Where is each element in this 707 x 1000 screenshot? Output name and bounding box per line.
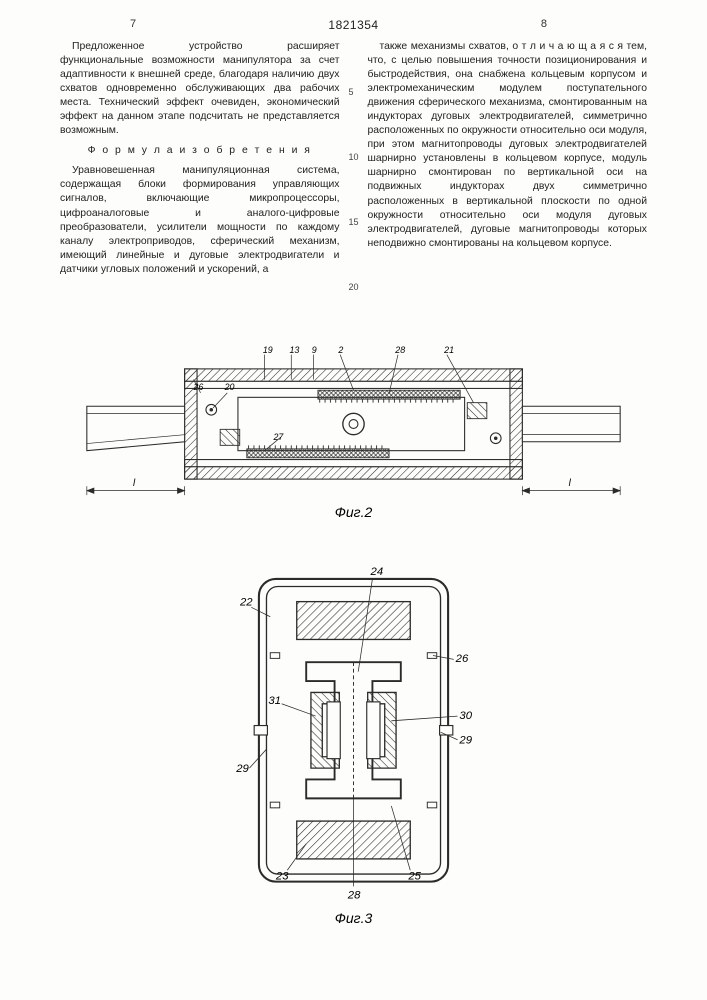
svg-text:21: 21 (443, 345, 454, 355)
formula-title: Ф о р м у л а и з о б р е т е н и я (60, 144, 340, 158)
col-right-para: также механизмы схватов, о т л и ч а ю щ… (368, 40, 648, 251)
page-number-left: 7 (130, 18, 136, 30)
line-marker: 15 (348, 218, 358, 227)
svg-text:9: 9 (312, 345, 317, 355)
svg-text:26: 26 (193, 382, 204, 392)
column-left: Предложенное устройство расширяет функци… (60, 40, 340, 283)
svg-text:27: 27 (273, 432, 285, 442)
fig3-label: Фиг.3 (50, 910, 657, 926)
col-left-para: Уравновешенная манипуляционная система, … (60, 164, 340, 276)
svg-text:l: l (569, 478, 572, 489)
svg-text:25: 25 (407, 871, 421, 883)
svg-text:29: 29 (458, 735, 472, 747)
svg-text:l: l (133, 478, 136, 489)
page-number-right: 8 (541, 18, 547, 30)
svg-text:23: 23 (275, 871, 289, 883)
svg-text:28: 28 (394, 345, 405, 355)
line-marker: 10 (348, 153, 358, 162)
line-marker: 5 (348, 88, 358, 97)
column-right: также механизмы схватов, о т л и ч а ю щ… (368, 40, 648, 283)
patent-page: 7 1821354 8 Предложенное устройство расш… (0, 0, 707, 1000)
svg-text:19: 19 (263, 345, 273, 355)
svg-text:2: 2 (337, 345, 343, 355)
svg-text:29: 29 (235, 763, 249, 775)
patent-number: 1821354 (328, 18, 378, 32)
svg-text:13: 13 (290, 345, 300, 355)
line-marker: 20 (348, 283, 358, 292)
fig2-label: Фиг.2 (50, 504, 657, 520)
svg-text:28: 28 (347, 890, 361, 902)
line-markers: 5 10 15 20 (348, 40, 358, 292)
svg-text:26: 26 (455, 653, 469, 665)
svg-text:31: 31 (268, 695, 281, 707)
svg-text:24: 24 (370, 566, 384, 578)
figure-3: 22 24 26 31 30 29 29 23 28 25 Фиг.3 (50, 560, 657, 940)
col-left-para: Предложенное устройство расширяет функци… (60, 40, 340, 138)
svg-text:20: 20 (224, 382, 235, 392)
svg-text:30: 30 (459, 710, 472, 722)
figure-2: 19 13 9 2 28 21 20 26 27 l l Фиг.2 (50, 344, 657, 534)
svg-text:22: 22 (239, 596, 253, 608)
